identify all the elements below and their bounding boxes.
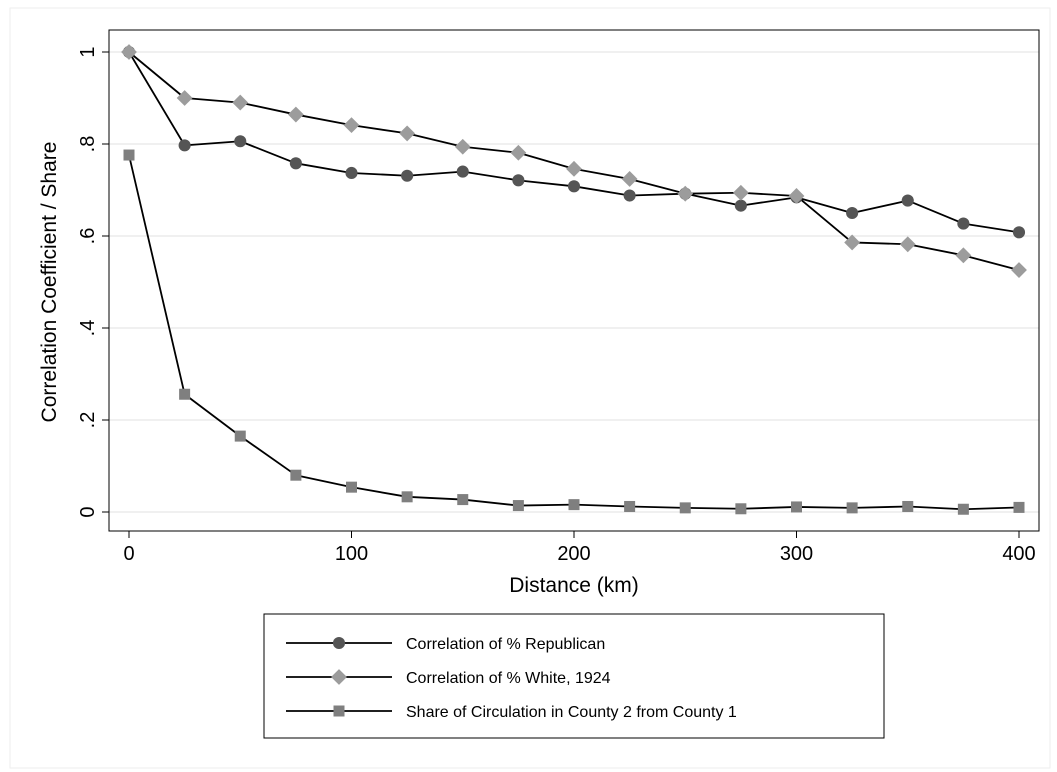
series-3-point	[957, 503, 969, 515]
series-2-point	[1011, 262, 1027, 278]
y-axis-title: Correlation Coefficient / Share	[38, 142, 61, 423]
legend-box	[263, 613, 885, 739]
series-3-point	[179, 388, 191, 400]
x-tick-label: 100	[335, 543, 368, 565]
series-1-point	[1012, 226, 1026, 239]
legend-label-1: Correlation of % Republican	[406, 636, 605, 653]
legend-marker-3	[333, 705, 345, 717]
legend: Correlation of % Republican Correlation o…	[286, 636, 737, 721]
y-tick-label: .4	[77, 320, 99, 337]
series-1-point	[345, 166, 358, 180]
series-1-point	[456, 165, 469, 178]
series-2-point	[454, 138, 471, 155]
series-3-point	[1013, 501, 1025, 513]
series-3-point	[568, 499, 580, 511]
y-axis: 0 .2 .4 .6 .8 1	[77, 46, 109, 518]
series-2-point	[399, 125, 416, 142]
series-1-point	[623, 189, 636, 202]
series-2-point	[677, 185, 694, 202]
x-axis: 0 100 200 300 400	[123, 531, 1036, 565]
series-1-point	[567, 180, 581, 193]
series-3-point	[512, 500, 524, 512]
series-2-point	[621, 171, 638, 187]
series-1-point	[512, 174, 525, 187]
legend-marker-1	[332, 636, 346, 650]
series-2-point	[899, 236, 916, 253]
series-1-point	[234, 135, 247, 148]
series-2-point	[287, 106, 304, 123]
series-1-point	[901, 194, 914, 207]
y-tick-label: 0	[77, 506, 99, 517]
series-2-point	[510, 144, 527, 161]
series-2-point	[788, 188, 805, 204]
series-3-point	[290, 469, 302, 481]
series-3-point	[735, 503, 747, 515]
series-3-point	[123, 149, 135, 161]
y-tick-label: .2	[77, 412, 99, 429]
x-tick-label: 400	[1002, 543, 1035, 565]
x-tick-label: 0	[123, 543, 134, 565]
series-1-point	[957, 217, 970, 230]
series-2-point	[955, 247, 972, 264]
x-tick-label: 200	[557, 543, 590, 565]
series-3-point	[401, 491, 413, 503]
series-1-point	[401, 169, 414, 182]
series-2-point	[566, 160, 582, 177]
series-3-point	[346, 481, 357, 493]
legend-label-3: Share of Circulation in County 2 from Co…	[406, 704, 737, 721]
series-3-point	[902, 500, 914, 512]
x-axis-title: Distance (km)	[509, 574, 639, 597]
series-2-point	[121, 44, 137, 60]
y-tick-label: .6	[77, 228, 99, 245]
series-3-point	[457, 494, 469, 506]
series-2-point	[732, 184, 749, 201]
series-3-point	[234, 430, 246, 442]
legend-marker-2	[331, 669, 347, 685]
y-tick-label: .8	[77, 136, 99, 153]
series-markers	[121, 44, 1027, 515]
series-2-point	[232, 94, 249, 111]
series-2-point	[844, 234, 861, 251]
series-3-point	[624, 500, 636, 512]
series-3-point	[679, 502, 691, 514]
series-1-point	[734, 199, 747, 212]
y-tick-label: 1	[77, 46, 99, 57]
series-1-point	[178, 139, 191, 152]
series-1-point	[289, 157, 302, 170]
series-1-point	[846, 206, 859, 220]
series-2-point	[343, 117, 360, 134]
x-tick-label: 300	[780, 543, 813, 565]
series-3-point	[791, 501, 802, 513]
series-2-point	[176, 90, 193, 106]
legend-label-2: Correlation of % White, 1924	[406, 670, 611, 687]
gridlines	[109, 51, 1039, 513]
series-3-point	[846, 502, 858, 514]
